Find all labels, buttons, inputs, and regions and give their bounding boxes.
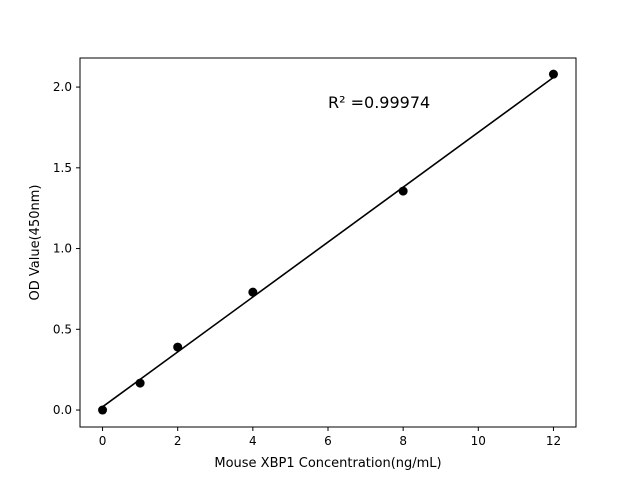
y-tick-label: 2.0: [53, 80, 72, 94]
x-tick-label: 2: [174, 434, 182, 448]
x-tick-label: 12: [546, 434, 561, 448]
fit-line: [102, 76, 554, 408]
x-tick-label: 4: [249, 434, 257, 448]
data-point: [548, 69, 558, 79]
x-tick-label: 10: [471, 434, 486, 448]
data-point: [135, 378, 145, 388]
y-tick-label: 0.0: [53, 403, 72, 417]
x-tick-label: 8: [399, 434, 407, 448]
plot-frame: [79, 57, 577, 428]
y-tick-label: 1.5: [53, 161, 72, 175]
y-axis-label: OD Value(450nm): [28, 185, 43, 301]
x-tick-label: 0: [99, 434, 107, 448]
annotation-r2: R² =0.99974: [328, 93, 430, 112]
x-tick-label: 6: [324, 434, 332, 448]
x-axis-label: Mouse XBP1 Concentration(ng/mL): [214, 456, 441, 471]
data-point: [398, 186, 408, 196]
data-point: [173, 342, 183, 352]
y-tick-label: 1.0: [53, 242, 72, 256]
y-tick-label: 0.5: [53, 322, 72, 336]
data-point: [98, 405, 108, 415]
data-point: [248, 287, 258, 297]
